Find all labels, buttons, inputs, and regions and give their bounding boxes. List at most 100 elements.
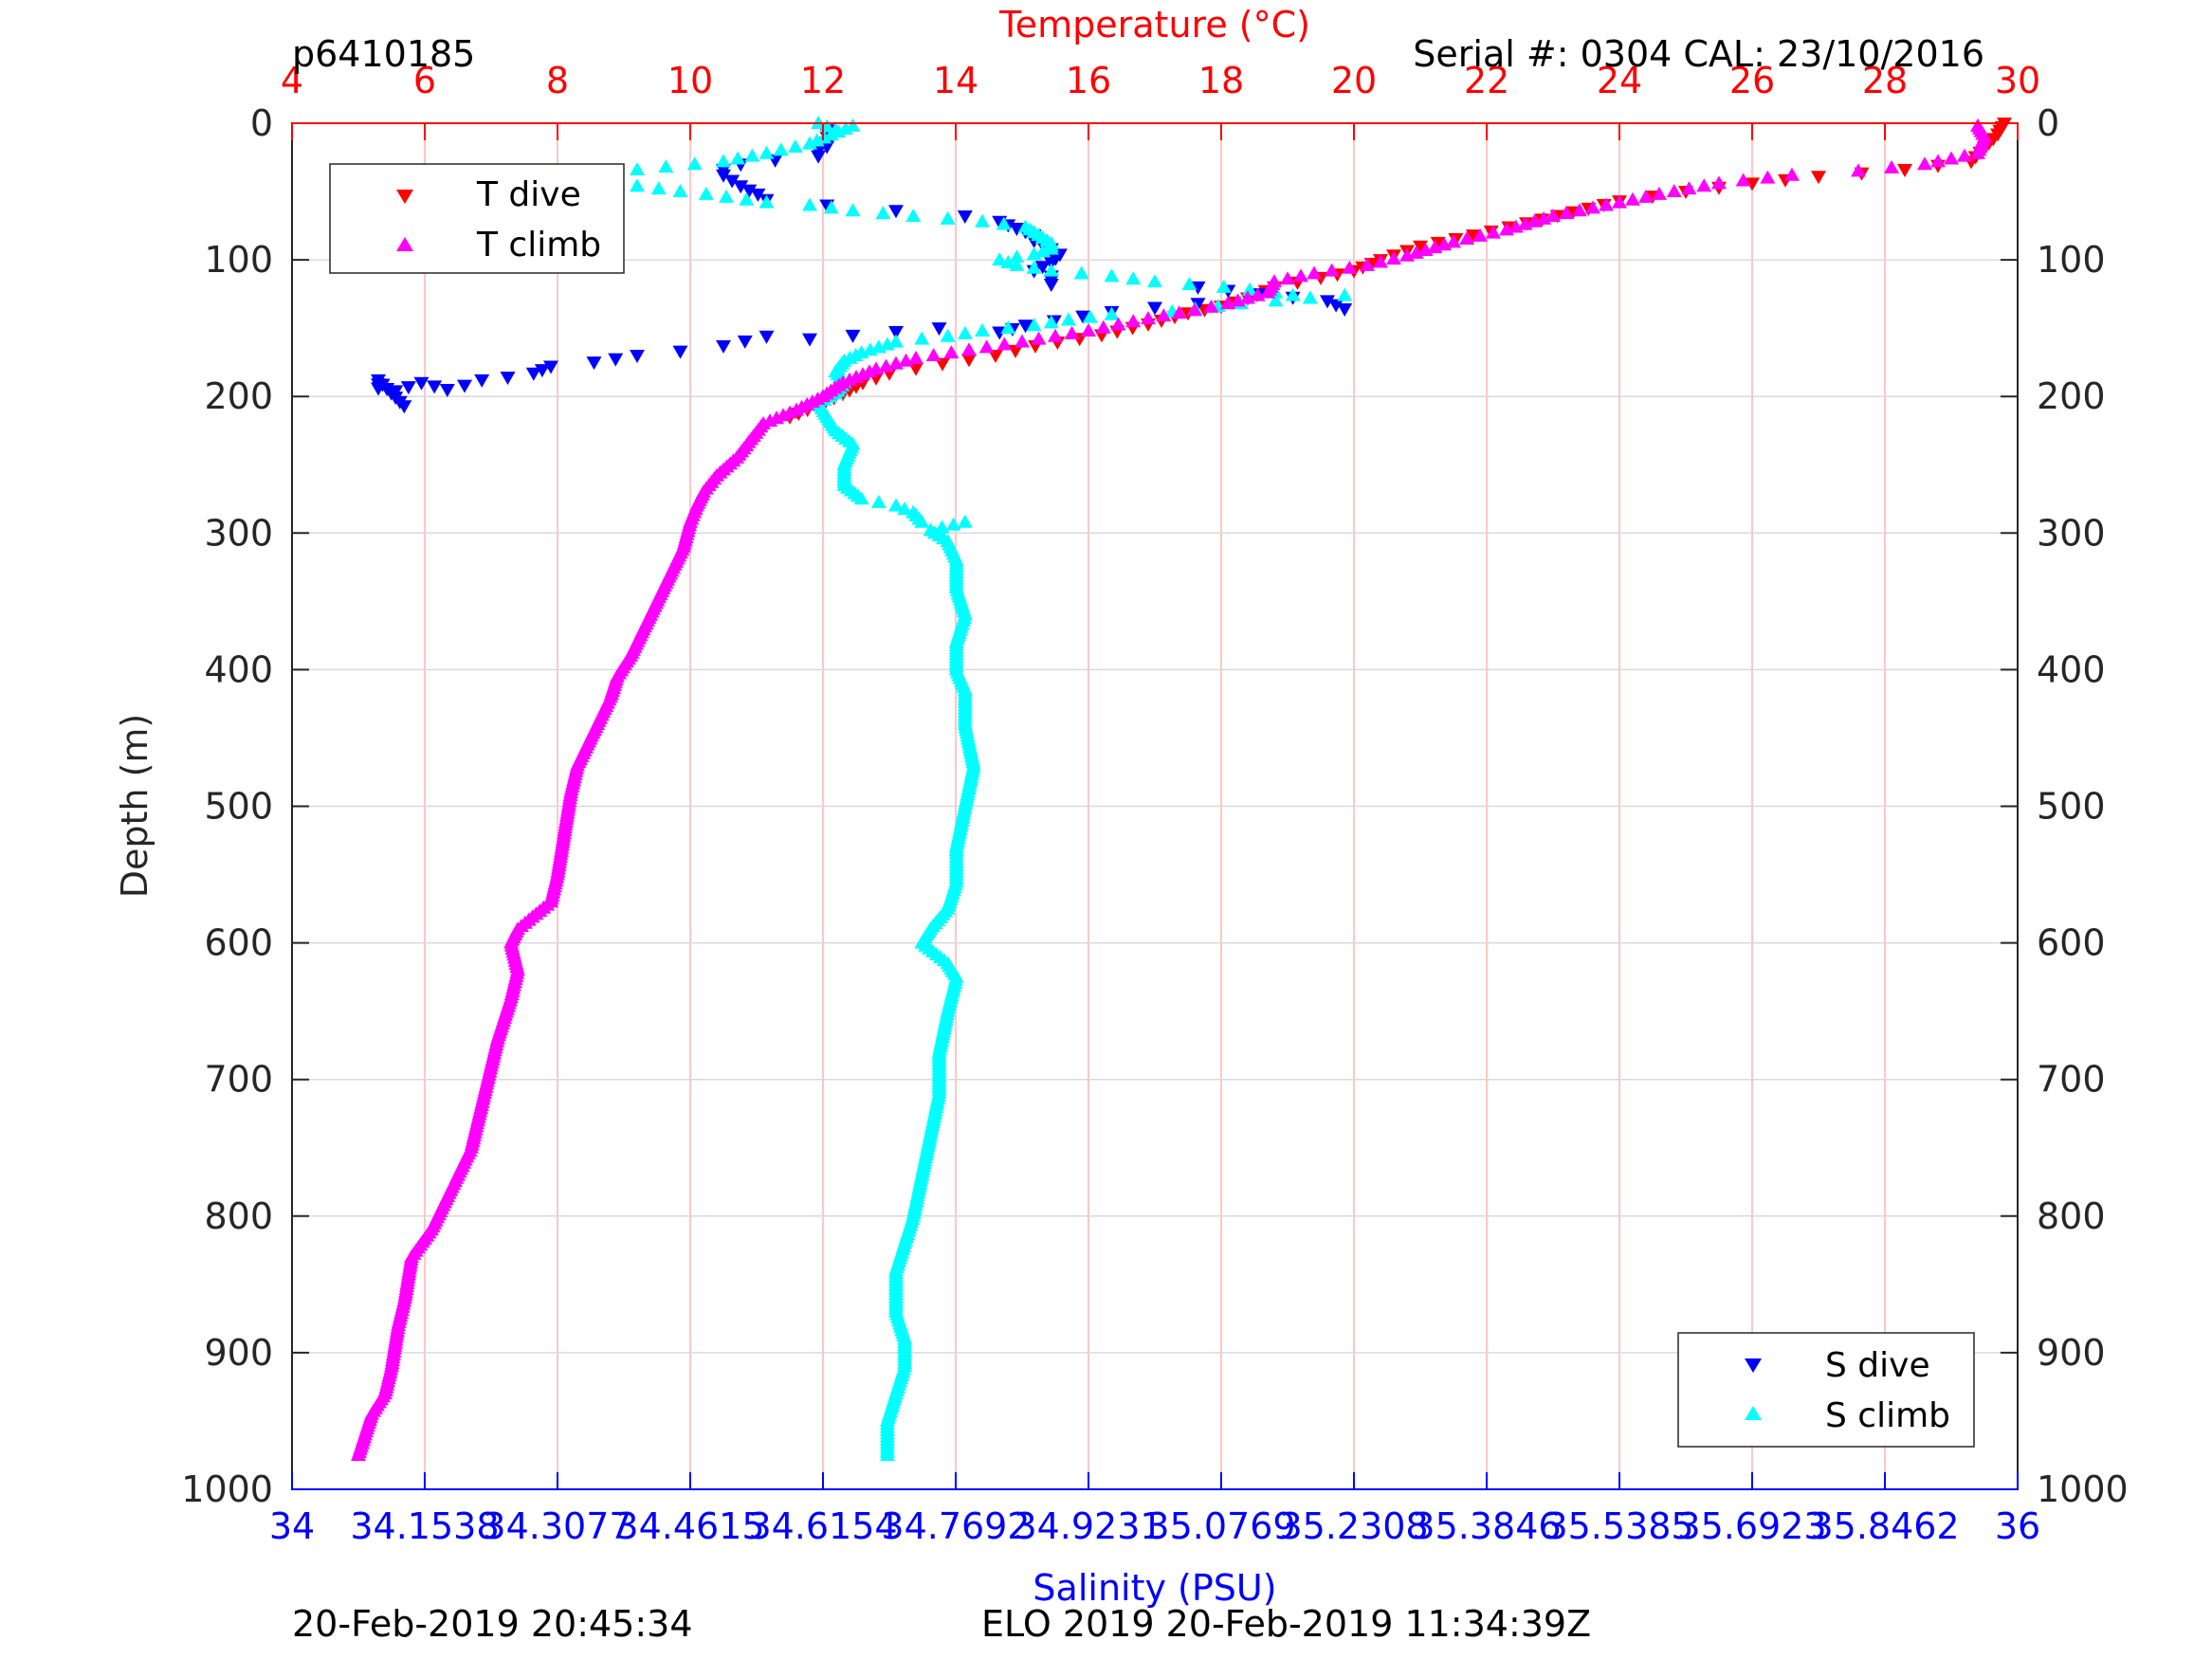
data-point [1220, 296, 1235, 310]
data-point [1125, 314, 1142, 328]
data-point [978, 339, 995, 354]
y-tick-label-right: 400 [2037, 648, 2106, 690]
data-point [1075, 310, 1091, 324]
top-tick-label: 24 [1597, 60, 1642, 101]
bottom-tick-label: 35.0769 [1146, 1505, 1295, 1547]
legend-s-climb-label: S climb [1825, 1396, 1950, 1435]
data-point [1082, 309, 1098, 323]
data-point [935, 357, 950, 372]
data-point [1459, 231, 1474, 246]
top-tick-label: 30 [1995, 60, 2040, 101]
data-point [1009, 257, 1025, 271]
data-point [992, 252, 1008, 266]
data-point [534, 364, 550, 378]
data-point [741, 184, 758, 198]
data-point [1009, 222, 1025, 236]
data-point [870, 494, 887, 508]
data-point [1293, 268, 1308, 283]
data-point [957, 514, 973, 528]
data-point [996, 216, 1012, 230]
data-point [1250, 287, 1266, 301]
data-point [879, 1447, 895, 1461]
data-point [750, 188, 766, 202]
data-point [905, 208, 922, 222]
top-tick-label: 10 [667, 60, 713, 101]
top-tick-label: 18 [1198, 60, 1244, 101]
data-point [1572, 203, 1587, 217]
data-point [1944, 151, 1959, 165]
data-point [630, 161, 645, 175]
data-point [1399, 247, 1415, 262]
data-point [427, 380, 443, 394]
data-point [1508, 219, 1524, 233]
legend-salinity-box [1677, 1332, 1975, 1448]
data-point [1260, 284, 1275, 299]
y-tick-label-left: 700 [204, 1059, 273, 1101]
data-point [413, 376, 430, 391]
data-point [1386, 251, 1401, 265]
y-tick-label-left: 800 [204, 1195, 273, 1237]
data-point [1373, 254, 1388, 268]
data-point [1008, 344, 1023, 358]
data-point [888, 356, 904, 370]
data-point [1559, 206, 1574, 220]
data-point [1472, 228, 1488, 242]
data-point [716, 154, 731, 168]
data-point [630, 178, 645, 192]
top-tick-label: 16 [1066, 60, 1111, 101]
data-point [1446, 234, 1461, 248]
data-point [1171, 305, 1187, 319]
data-point [975, 213, 990, 228]
y-tick-label-right: 700 [2037, 1059, 2106, 1101]
data-point [1125, 271, 1142, 285]
bottom-tick-label: 36 [1995, 1505, 2040, 1547]
data-point [1466, 229, 1481, 244]
top-tick-label: 28 [1862, 60, 1908, 101]
legend-temperature: T dive T climb [329, 163, 625, 274]
data-point [1000, 320, 1016, 335]
bottom-tick-label: 34.9231 [1014, 1505, 1162, 1547]
data-point [1017, 319, 1033, 334]
data-point [1320, 295, 1335, 309]
top-tick-label: 26 [1729, 60, 1775, 101]
top-tick-label: 20 [1331, 60, 1377, 101]
data-point [1360, 257, 1375, 271]
data-point [1015, 334, 1030, 348]
data-point [802, 197, 817, 211]
data-point [1043, 315, 1059, 329]
data-point [1430, 236, 1446, 250]
data-point [1026, 260, 1042, 274]
data-point [1851, 163, 1866, 177]
data-point [1337, 287, 1353, 301]
footer-timestamp: 20-Feb-2019 20:45:34 [292, 1603, 693, 1645]
data-point [1000, 254, 1016, 268]
data-point [1190, 281, 1206, 295]
data-point [811, 150, 827, 164]
data-point [988, 349, 1003, 363]
bottom-tick-label: 34.3077 [483, 1505, 631, 1547]
y-tick-label-left: 600 [204, 922, 273, 964]
data-point [1110, 317, 1126, 331]
footer-mission-text: ELO 2019 20-Feb-2019 11:34:39Z [981, 1603, 1591, 1645]
data-point [1285, 287, 1301, 301]
data-point [1095, 319, 1111, 334]
top-tick-label: 22 [1464, 60, 1509, 101]
data-point [802, 333, 817, 347]
data-point [1048, 328, 1063, 342]
data-point [1745, 177, 1760, 191]
bottom-tick-label: 35.3846 [1412, 1505, 1561, 1547]
data-point [1337, 302, 1353, 317]
data-point [1696, 178, 1712, 192]
data-point [1760, 170, 1776, 184]
y-tick-label-right: 800 [2037, 1195, 2106, 1237]
data-point [724, 174, 740, 189]
data-point [1612, 194, 1627, 209]
y-tick-label-right: 200 [2037, 375, 2106, 417]
data-series [351, 116, 2012, 1461]
data-point [1104, 268, 1120, 283]
data-point [943, 345, 960, 359]
y-tick-label-right: 500 [2037, 786, 2106, 828]
y-tick-label-right: 1000 [2037, 1468, 2129, 1510]
data-point [945, 517, 961, 531]
data-point [870, 339, 887, 354]
